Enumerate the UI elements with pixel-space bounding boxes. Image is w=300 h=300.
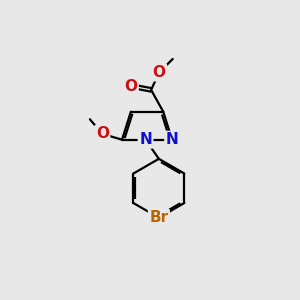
Text: O: O xyxy=(96,126,109,141)
Text: Br: Br xyxy=(149,210,168,225)
Text: N: N xyxy=(166,132,178,147)
Text: O: O xyxy=(153,65,166,80)
Text: N: N xyxy=(139,132,152,147)
Text: O: O xyxy=(124,79,137,94)
